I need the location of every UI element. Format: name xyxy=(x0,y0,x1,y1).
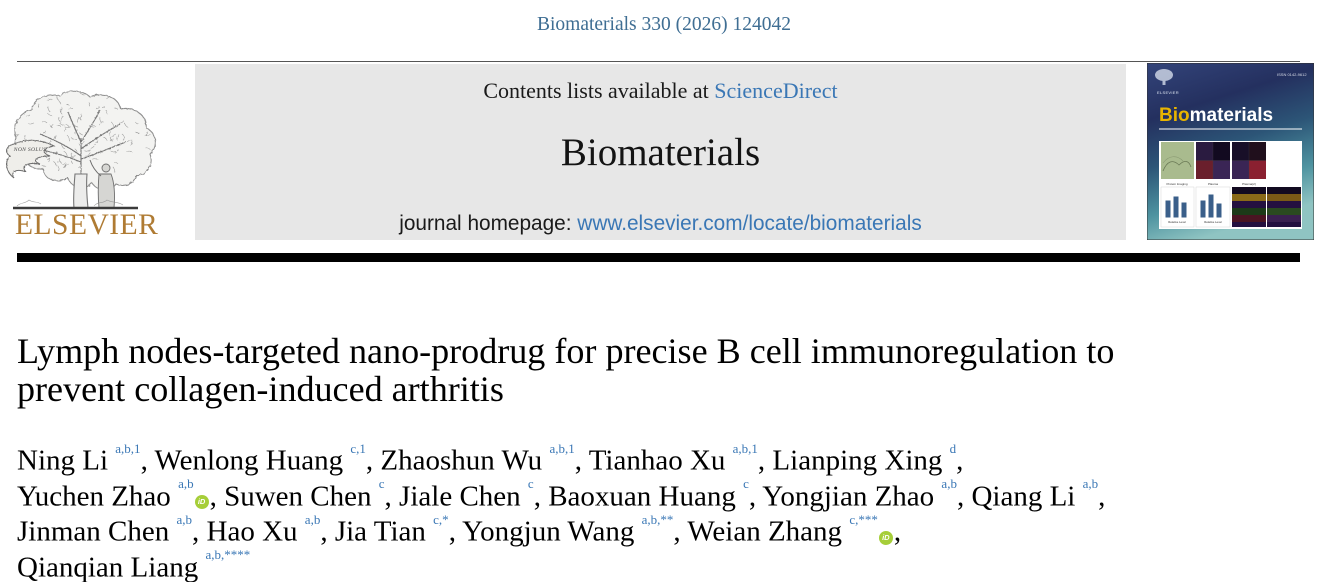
svg-text:Biomaterials: Biomaterials xyxy=(1159,105,1273,126)
svg-text:Relative Level: Relative Level xyxy=(1168,220,1186,224)
svg-text:ELSEVIER: ELSEVIER xyxy=(1157,90,1179,95)
svg-text:ISSN 0142-9612: ISSN 0142-9612 xyxy=(1277,72,1307,77)
svg-text:Protein Imaging: Protein Imaging xyxy=(1166,182,1187,186)
svg-text:Plasma(2): Plasma(2) xyxy=(1242,182,1256,186)
svg-text:Plasma: Plasma xyxy=(1208,182,1218,186)
svg-text:Relative Level: Relative Level xyxy=(1204,220,1222,224)
svg-text:NON SOLUS: NON SOLUS xyxy=(13,147,46,153)
